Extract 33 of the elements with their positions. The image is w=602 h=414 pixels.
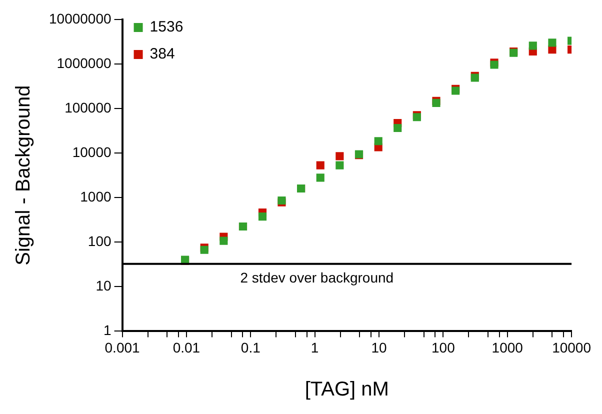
x-tick-label: 10000: [552, 339, 592, 356]
point: [548, 46, 556, 54]
x-tick-label: 100: [432, 339, 456, 356]
point: [220, 236, 228, 245]
x-tick-label: 1000: [492, 339, 524, 356]
ref-line-label: 2 stdev over background: [240, 270, 394, 286]
point: [258, 212, 267, 221]
y-tick-label: 100000: [64, 99, 112, 116]
point: [316, 174, 324, 182]
point: [336, 161, 344, 170]
point: [336, 152, 344, 160]
x-tick-label: 0.01: [172, 339, 200, 356]
x-axis-title: [TAG] nM: [304, 378, 389, 401]
x-tick-label: 10: [371, 339, 387, 356]
point: [394, 124, 402, 132]
y-tick-label: 1: [103, 322, 112, 338]
point: [316, 161, 324, 170]
x-tick-label: 0.1: [240, 339, 261, 356]
y-axis-title: Signal - Background: [12, 85, 35, 266]
y-tick-label: 10000: [72, 144, 112, 160]
legend-label: 384: [150, 46, 175, 63]
x-tick-label: 0.001: [104, 339, 140, 356]
point: [432, 98, 440, 108]
point: [374, 137, 382, 146]
y-tick-label: 100: [88, 232, 112, 249]
y-tick-label: 10000000: [48, 10, 112, 26]
point: [548, 38, 556, 47]
x-tick-label: 1: [310, 339, 319, 356]
y-tick-label: 1000: [80, 188, 112, 204]
y-tick-label: 10: [96, 278, 112, 294]
y-tick-label: 1000000: [56, 54, 112, 71]
legend-label: 1536: [150, 18, 184, 36]
point: [528, 42, 537, 50]
